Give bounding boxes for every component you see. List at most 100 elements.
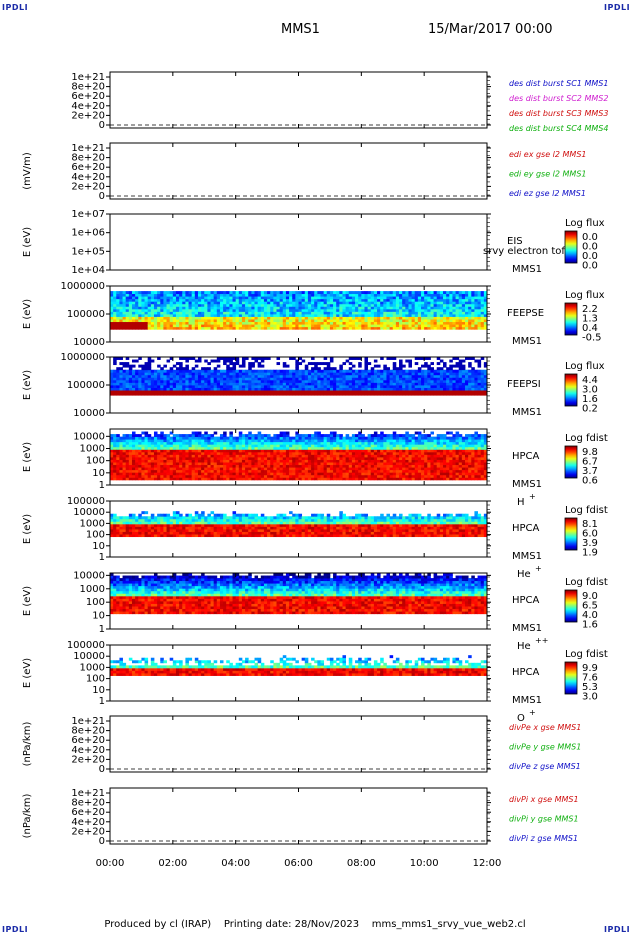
y-axis-label: (mV/m) (22, 152, 33, 190)
y-tick-label: 4e+20 (71, 101, 105, 112)
colorbar-tick-label: 5.3 (582, 682, 598, 693)
y-tick-label: 100000 (67, 640, 105, 651)
y-axis-label: (nPa/km) (22, 794, 33, 839)
y-axis-label: E (eV) (22, 658, 33, 688)
corner-label-top-right: IPDLI (604, 3, 630, 12)
y-tick-label: 2e+20 (71, 826, 105, 837)
colorbar-tick-label: 3.0 (582, 692, 598, 703)
colorbar-tick-label: 0.6 (582, 476, 598, 487)
y-tick-label: 6e+20 (71, 91, 105, 102)
y-tick-label: 8e+20 (71, 82, 105, 93)
y-tick-label: 10000 (73, 651, 105, 662)
footer-produced-by: Produced by cl (IRAP) (104, 919, 212, 930)
species-label: He (517, 641, 531, 652)
panel-frame-3 (109, 213, 488, 271)
y-tick-label: 8e+20 (71, 798, 105, 809)
spectrogram-5 (110, 357, 488, 396)
legend-series-1: divPe x gse MMS1 (509, 723, 581, 732)
species-charge-label: + (535, 564, 542, 573)
panel-frame-10 (109, 715, 488, 773)
colorbar-tick-label: 8.1 (582, 519, 598, 530)
footer-script-name: mms_mms1_srvy_vue_web2.cl (371, 919, 526, 930)
y-tick-label: 1000000 (60, 281, 105, 292)
y-tick-label: 1e+05 (71, 246, 105, 257)
panel-4: 10000 100000 1000000 E (eV) FEEPSE MMS1 Log fl… (22, 281, 605, 348)
colorbar-tick-label: 1.6 (582, 394, 598, 405)
y-tick-label: 0 (99, 120, 105, 131)
instrument-label: FEEPSE (507, 308, 544, 319)
colorbar-tick-label: 0.0 (582, 261, 598, 272)
colorbar-tick-label: 0.0 (582, 251, 598, 262)
corner-label-bottom-right: IPDLI (604, 925, 630, 934)
spacecraft-label: MMS1 (512, 623, 542, 634)
y-tick-label: 1 (99, 480, 105, 491)
colorbar (564, 302, 578, 336)
colorbar-tick-label: 0.0 (582, 242, 598, 253)
time-tick-label: 12:00 (473, 858, 502, 869)
y-tick-label: 1e+07 (71, 209, 105, 220)
colorbar-tick-label: 3.0 (582, 385, 598, 396)
panel-3: 1e+04 1e+05 1e+06 1e+07 E (eV) EIS MMS1 srvy el… (22, 209, 605, 276)
y-tick-label: 10 (92, 468, 105, 479)
spacecraft-label: MMS1 (512, 336, 542, 347)
y-tick-label: 8e+20 (71, 726, 105, 737)
y-tick-label: 4e+20 (71, 745, 105, 756)
colorbar (564, 661, 578, 695)
y-tick-label: 1e+21 (71, 143, 105, 154)
y-tick-label: 1000 (80, 584, 105, 595)
y-tick-label: 100 (86, 674, 105, 685)
y-tick-label: 0 (99, 836, 105, 847)
y-tick-label: 0 (99, 191, 105, 202)
panel-8: 1 10 100 1000 10000 E (eV) HPCA MMS1 He ++ Log fdi… (22, 570, 608, 652)
y-tick-label: 1 (99, 552, 105, 563)
corner-label-top-left: IPDLI (2, 3, 29, 12)
y-tick-label: 10 (92, 685, 105, 696)
y-tick-label: 1e+21 (71, 788, 105, 799)
colorbar-title: Log fdist (565, 505, 608, 516)
colorbar-tick-label: 4.4 (582, 375, 598, 386)
colorbar-tick-label: 4.0 (582, 610, 598, 621)
footer-printing-date: Printing date: 28/Nov/2023 (223, 919, 360, 930)
legend-series-1: des dist burst SC1 MMS1 (509, 79, 608, 88)
colorbar (564, 230, 578, 264)
colorbar-tick-label: 9.8 (582, 447, 598, 458)
colorbar-title: Log fdist (565, 649, 608, 660)
colorbar-title: Log flux (565, 218, 605, 229)
instrument-label: EIS (507, 236, 523, 247)
time-tick-label: 02:00 (158, 858, 187, 869)
spectrogram-4 (110, 291, 488, 330)
colorbar-title: Log flux (565, 361, 605, 372)
y-tick-label: 1000 (80, 518, 105, 529)
spacecraft-label: MMS1 (512, 695, 542, 706)
instrument-label: HPCA (512, 451, 540, 462)
y-tick-label: 100000 (67, 380, 105, 391)
time-axis: 00:00 02:00 04:00 06:00 08:00 10:00 12:00 (96, 858, 502, 869)
y-tick-label: 1000 (80, 443, 105, 454)
y-tick-label: 0 (99, 764, 105, 775)
y-tick-label: 100 (86, 530, 105, 541)
y-tick-label: 8e+20 (71, 153, 105, 164)
y-tick-label: 100 (86, 456, 105, 467)
y-tick-label: 1000 (80, 662, 105, 673)
colorbar-title: Log fdist (565, 433, 608, 444)
footer: Produced by cl (IRAP) Printing date: 28/… (0, 919, 630, 930)
corner-label-bottom-left: IPDLI (2, 925, 29, 934)
instrument-label: HPCA (512, 667, 540, 678)
y-tick-label: 10000 (73, 408, 105, 419)
y-tick-label: 10000 (73, 570, 105, 581)
colorbar-tick-label: 1.3 (582, 314, 598, 325)
panel-frame-11 (109, 787, 488, 845)
y-tick-label: 1 (99, 624, 105, 635)
species-label: He (517, 569, 531, 580)
time-tick-label: 08:00 (347, 858, 376, 869)
colorbar-tick-label: 1.6 (582, 620, 598, 631)
colorbar (564, 445, 578, 479)
y-tick-label: 100000 (67, 309, 105, 320)
y-tick-label: 1e+04 (71, 265, 105, 276)
page-title: MMS1 (281, 22, 320, 37)
